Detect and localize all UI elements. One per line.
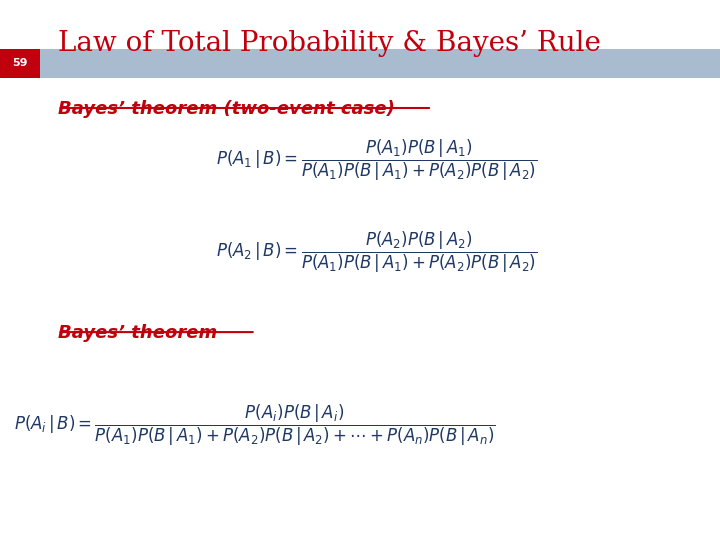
Text: $P(A_2\,|\,B)=\dfrac{P(A_2)P(B\,|\,A_2)}{P(A_1)P(B\,|\,A_1)+P(A_2)P(B\,|\,A_2)}$: $P(A_2\,|\,B)=\dfrac{P(A_2)P(B\,|\,A_2)}…	[216, 230, 537, 275]
Text: Bayes’ theorem: Bayes’ theorem	[58, 324, 217, 342]
Text: $P(A_i\,|\,B)=\dfrac{P(A_i)P(B\,|\,A_i)}{P(A_1)P(B\,|\,A_1)+P(A_2)P(B\,|\,A_2)+\: $P(A_i\,|\,B)=\dfrac{P(A_i)P(B\,|\,A_i)}…	[14, 402, 496, 448]
Text: 59: 59	[12, 58, 27, 69]
FancyBboxPatch shape	[0, 49, 720, 78]
FancyBboxPatch shape	[0, 49, 40, 78]
Text: Bayes’ theorem (two-event case): Bayes’ theorem (two-event case)	[58, 100, 395, 118]
Text: $P(A_1\,|\,B)=\dfrac{P(A_1)P(B\,|\,A_1)}{P(A_1)P(B\,|\,A_1)+P(A_2)P(B\,|\,A_2)}$: $P(A_1\,|\,B)=\dfrac{P(A_1)P(B\,|\,A_1)}…	[216, 138, 537, 183]
Text: Law of Total Probability & Bayes’ Rule: Law of Total Probability & Bayes’ Rule	[58, 30, 600, 57]
